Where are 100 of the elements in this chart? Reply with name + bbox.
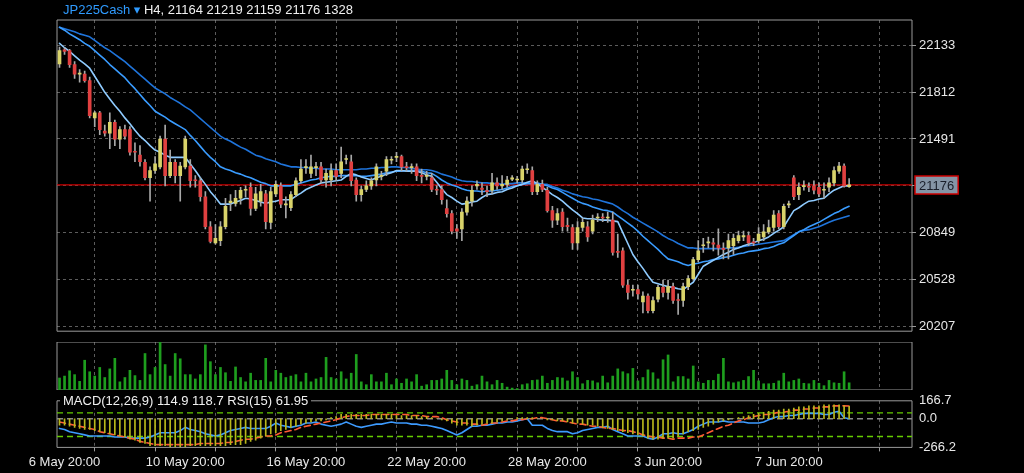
candlestick — [480, 182, 484, 195]
bar — [621, 371, 625, 390]
bar — [259, 380, 263, 390]
bar — [209, 361, 212, 390]
bar — [525, 383, 529, 390]
y-tick-label: 21491 — [919, 130, 956, 146]
bar — [757, 380, 760, 390]
bar — [63, 375, 66, 390]
bar — [359, 381, 363, 390]
bar — [364, 384, 368, 390]
x-tick-label: 7 Jun 20:00 — [754, 453, 823, 469]
bar — [732, 382, 735, 390]
bar — [566, 380, 569, 390]
bar — [450, 380, 454, 390]
bar — [93, 375, 97, 390]
bar — [535, 379, 539, 390]
y-tick-label: 21812 — [919, 83, 956, 99]
bar — [520, 384, 524, 390]
bar — [108, 368, 112, 390]
bar — [611, 375, 615, 390]
bar — [591, 380, 594, 390]
bar — [344, 378, 348, 390]
bar — [375, 381, 378, 390]
bar — [541, 375, 544, 390]
bar — [214, 374, 217, 390]
x-tick-label: 22 May 20:00 — [387, 453, 467, 469]
bar — [279, 372, 283, 390]
candlestick — [802, 180, 806, 191]
bar — [430, 380, 434, 390]
bar — [229, 381, 232, 390]
candlestick — [475, 180, 479, 190]
bar — [586, 380, 589, 390]
bar — [767, 383, 770, 390]
bar — [178, 358, 182, 390]
bar — [188, 374, 192, 390]
y-tick-label: -266.2 — [919, 438, 956, 454]
y-tick-label: 0.0 — [919, 410, 938, 426]
bar — [561, 377, 564, 390]
bar — [390, 384, 393, 390]
bar — [762, 383, 765, 390]
bar — [274, 369, 278, 390]
candlestick — [701, 238, 706, 253]
bar — [254, 380, 257, 390]
bar — [440, 378, 444, 390]
bar — [68, 370, 71, 390]
bar — [435, 380, 439, 390]
bar — [686, 378, 690, 390]
chart-subtitle: H4, 21164 21219 21159 21176 1328 — [142, 2, 353, 17]
bar — [249, 372, 252, 390]
chart-title: MACD(12,26,9) 114.9 118.7 RSI(15) 61.95 — [63, 393, 309, 408]
bar — [571, 371, 574, 390]
bar — [78, 381, 81, 390]
bar — [787, 381, 791, 390]
x-tick-label: 10 May 20:00 — [145, 453, 225, 469]
bar — [606, 382, 610, 390]
chart-title: JP225Cash ▾ — [63, 2, 141, 17]
y-tick-label: 20207 — [919, 318, 956, 334]
x-tick-label: 28 May 20:00 — [507, 453, 587, 469]
bar — [701, 382, 705, 390]
y-tick-label: 20528 — [919, 271, 956, 287]
bar — [792, 380, 796, 390]
bar — [722, 357, 725, 390]
bar — [782, 372, 786, 390]
bar — [717, 373, 720, 390]
bar — [556, 377, 559, 390]
bar — [88, 371, 92, 390]
x-tick-label: 6 May 20:00 — [28, 453, 101, 469]
bar — [400, 382, 403, 390]
bar — [415, 374, 418, 390]
bar — [58, 377, 61, 390]
bar — [234, 366, 237, 390]
bar — [244, 381, 247, 390]
bar — [239, 377, 242, 390]
bar — [98, 367, 102, 390]
bar — [103, 377, 107, 390]
candlestick — [706, 236, 711, 249]
bar — [405, 378, 408, 390]
bar — [219, 367, 222, 390]
bar — [530, 380, 534, 390]
bar — [772, 382, 776, 390]
bar — [204, 344, 207, 390]
bar — [73, 374, 76, 390]
bar — [173, 353, 177, 390]
candlestick — [495, 177, 499, 190]
bar — [199, 374, 202, 390]
bar — [83, 359, 86, 390]
x-tick-label: 16 May 20:00 — [266, 453, 346, 469]
bar — [712, 380, 715, 390]
y-tick-label: 166.7 — [919, 392, 952, 408]
y-tick-label: 20849 — [919, 224, 956, 240]
bar — [385, 372, 388, 390]
bar — [616, 368, 620, 390]
bar — [747, 376, 750, 390]
bar — [546, 382, 549, 390]
y-tick-label: 22133 — [919, 36, 956, 52]
bar — [551, 380, 554, 390]
bar — [349, 372, 353, 390]
bar — [183, 374, 187, 390]
bar — [264, 357, 268, 390]
bar — [224, 372, 227, 390]
